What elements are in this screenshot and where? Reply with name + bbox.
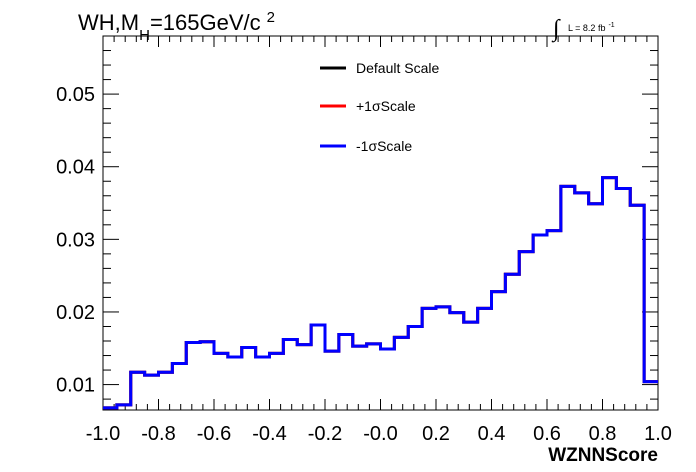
chart-title: WH,MH=165GeV/c 2: [78, 9, 275, 44]
x-tick-label: 0.2: [422, 423, 450, 445]
y-tick-label: 0.02: [56, 302, 95, 324]
x-tick-label: -0.8: [141, 423, 175, 445]
x-tick-label: 0.8: [589, 423, 617, 445]
x-axis: -1.0 -0.8 -0.6 -0.4 -0.2 -0.0 0.2 0.4 0.6 0.8 1.0: [86, 36, 672, 445]
x-tick-label: -0.0: [363, 423, 397, 445]
x-tick-label: -1.0: [86, 423, 120, 445]
series-layer: [103, 176, 658, 410]
legend-label: +1σScale: [356, 98, 416, 114]
x-tick-label: 1.0: [644, 423, 672, 445]
x-tick-label: -0.6: [197, 423, 231, 445]
x-tick-label: 0.4: [478, 423, 506, 445]
x-axis-label: WZNNScore: [548, 445, 658, 466]
legend-label: -1σScale: [356, 138, 412, 154]
series-line-2: [103, 176, 658, 410]
x-tick-label: -0.4: [252, 423, 286, 445]
x-tick-label: -0.2: [308, 423, 342, 445]
legend: Default Scale +1σScale -1σScale: [320, 60, 439, 154]
y-tick-label: 0.03: [56, 229, 95, 251]
series-line-0: [103, 176, 658, 410]
y-tick-label: 0.05: [56, 84, 95, 106]
x-tick-label: 0.6: [533, 423, 561, 445]
series-line-1: [103, 176, 658, 410]
luminosity-value: L = 8.2 fb -1: [568, 22, 615, 33]
luminosity-label: ∫: [551, 16, 561, 43]
y-tick-label: 0.01: [56, 375, 95, 397]
y-tick-label: 0.04: [56, 157, 95, 179]
y-axis: 0.01 0.02 0.03 0.04 0.05: [56, 35, 658, 400]
legend-label: Default Scale: [356, 60, 439, 76]
